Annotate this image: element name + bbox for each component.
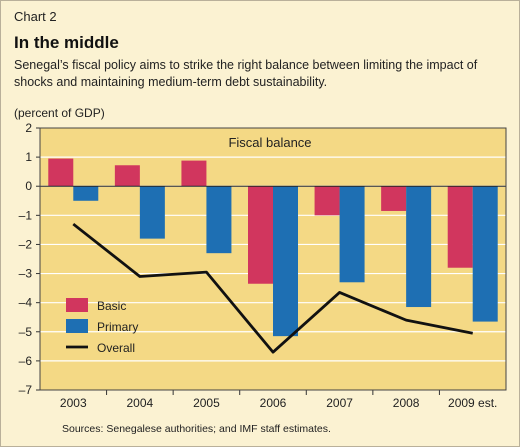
basic-bar — [248, 186, 273, 284]
chart-number: Chart 2 — [14, 9, 57, 24]
y-tick-label: 2 — [25, 121, 32, 135]
basic-bar — [181, 160, 207, 187]
y-tick-label: –4 — [19, 296, 33, 310]
y-tick-label: 0 — [25, 179, 32, 193]
y-tick-label: –1 — [19, 208, 33, 222]
y-tick-label: –7 — [19, 383, 33, 397]
y-tick-label: 1 — [25, 150, 32, 164]
x-tick-label: 2006 — [260, 396, 287, 410]
basic-bar — [447, 186, 473, 268]
plot-border — [39, 127, 507, 391]
y-tick-label: –3 — [19, 267, 33, 281]
primary-bar — [339, 186, 365, 283]
primary-bar — [472, 186, 498, 322]
legend-label: Basic — [97, 299, 126, 313]
x-tick-label: 2009 est. — [448, 396, 497, 410]
y-tick-label: –2 — [19, 237, 33, 251]
primary-bar — [273, 186, 298, 337]
units-label: (percent of GDP) — [14, 106, 105, 120]
inner-chart-title: Fiscal balance — [228, 135, 311, 150]
chart-subtitle: Senegal’s fiscal policy aims to strike t… — [14, 58, 478, 89]
basic-bar — [314, 186, 340, 216]
basic-bar — [114, 165, 140, 187]
x-tick-label: 2004 — [127, 396, 154, 410]
legend-label: Primary — [97, 320, 138, 334]
primary-bar — [73, 186, 99, 201]
overall-line — [72, 222, 473, 354]
legend-swatch-basic — [66, 298, 88, 312]
x-tick-label: 2007 — [326, 396, 353, 410]
y-tick-label: –5 — [19, 325, 33, 339]
legend-label: Overall — [97, 341, 135, 355]
y-tick-label: –6 — [19, 354, 33, 368]
primary-bar — [139, 186, 165, 239]
primary-bar — [206, 186, 232, 254]
basic-bar — [48, 158, 74, 187]
chart-heading: In the middle — [14, 33, 119, 52]
x-tick-label: 2005 — [193, 396, 220, 410]
legend-swatch-primary — [66, 319, 88, 333]
x-tick-label: 2003 — [60, 396, 87, 410]
primary-bar — [406, 186, 432, 308]
basic-bar — [381, 186, 407, 211]
x-tick-label: 2008 — [393, 396, 420, 410]
legend: Basic Primary Overall — [66, 298, 138, 355]
source-note: Sources: Senegalese authorities; and IMF… — [62, 423, 331, 435]
